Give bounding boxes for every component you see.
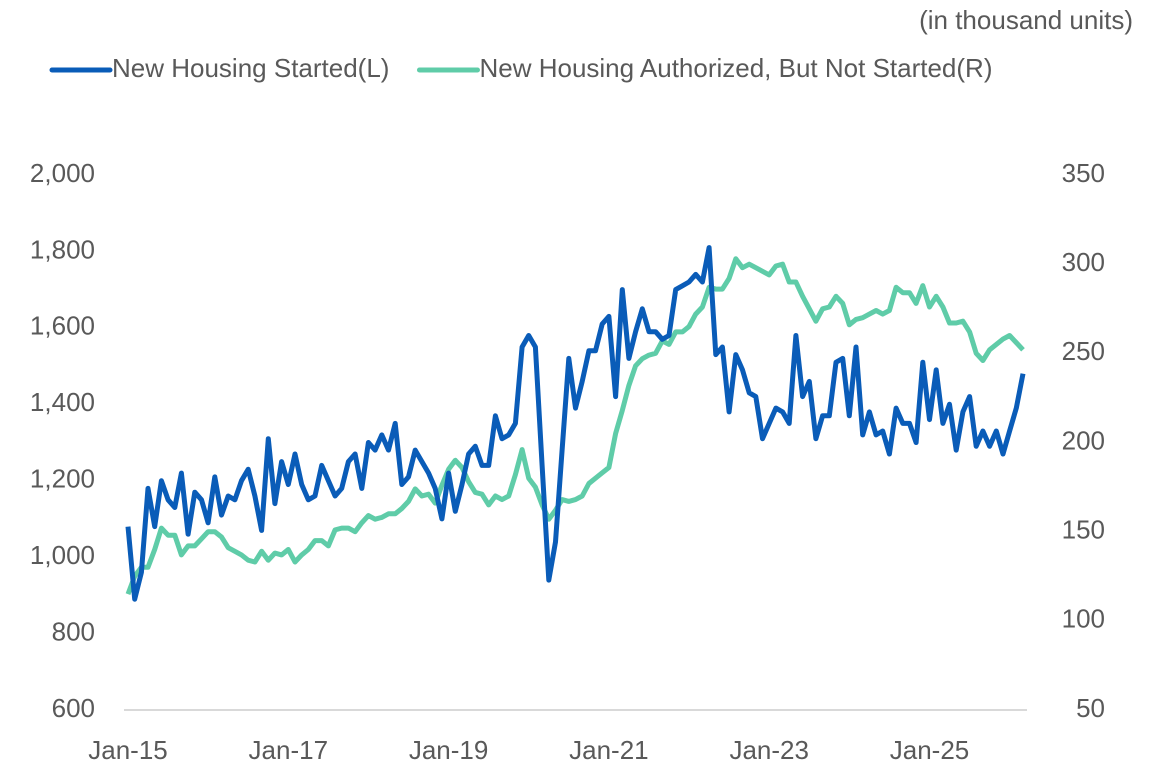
y2-tick-label: 350: [1062, 158, 1105, 188]
x-tick-label: Jan-23: [729, 735, 809, 765]
unit-label: (in thousand units): [919, 5, 1133, 35]
y-tick-label: 1,200: [30, 464, 95, 494]
y2-tick-label: 250: [1062, 336, 1105, 366]
x-tick-label: Jan-21: [569, 735, 649, 765]
y-tick-label: 800: [52, 616, 95, 646]
y-tick-label: 1,000: [30, 540, 95, 570]
series-line: [125, 256, 1025, 595]
y2-tick-label: 50: [1076, 693, 1105, 723]
x-tick-label: Jan-17: [249, 735, 329, 765]
legend-label: New Housing Started(L): [112, 53, 389, 83]
y2-tick-label: 200: [1062, 425, 1105, 455]
x-tick-label: Jan-15: [88, 735, 168, 765]
x-tick-label: Jan-19: [409, 735, 489, 765]
y-tick-label: 1,400: [30, 387, 95, 417]
series-line: [125, 245, 1026, 602]
legend-label: New Housing Authorized, But Not Started(…: [479, 53, 992, 83]
y-tick-label: 1,600: [30, 311, 95, 341]
x-tick-label: Jan-25: [890, 735, 970, 765]
y-tick-label: 1,800: [30, 234, 95, 264]
y2-tick-label: 100: [1062, 604, 1105, 634]
y-tick-label: 2,000: [30, 158, 95, 188]
y-tick-label: 600: [52, 693, 95, 723]
y2-tick-label: 150: [1062, 515, 1105, 545]
y2-tick-label: 300: [1062, 247, 1105, 277]
